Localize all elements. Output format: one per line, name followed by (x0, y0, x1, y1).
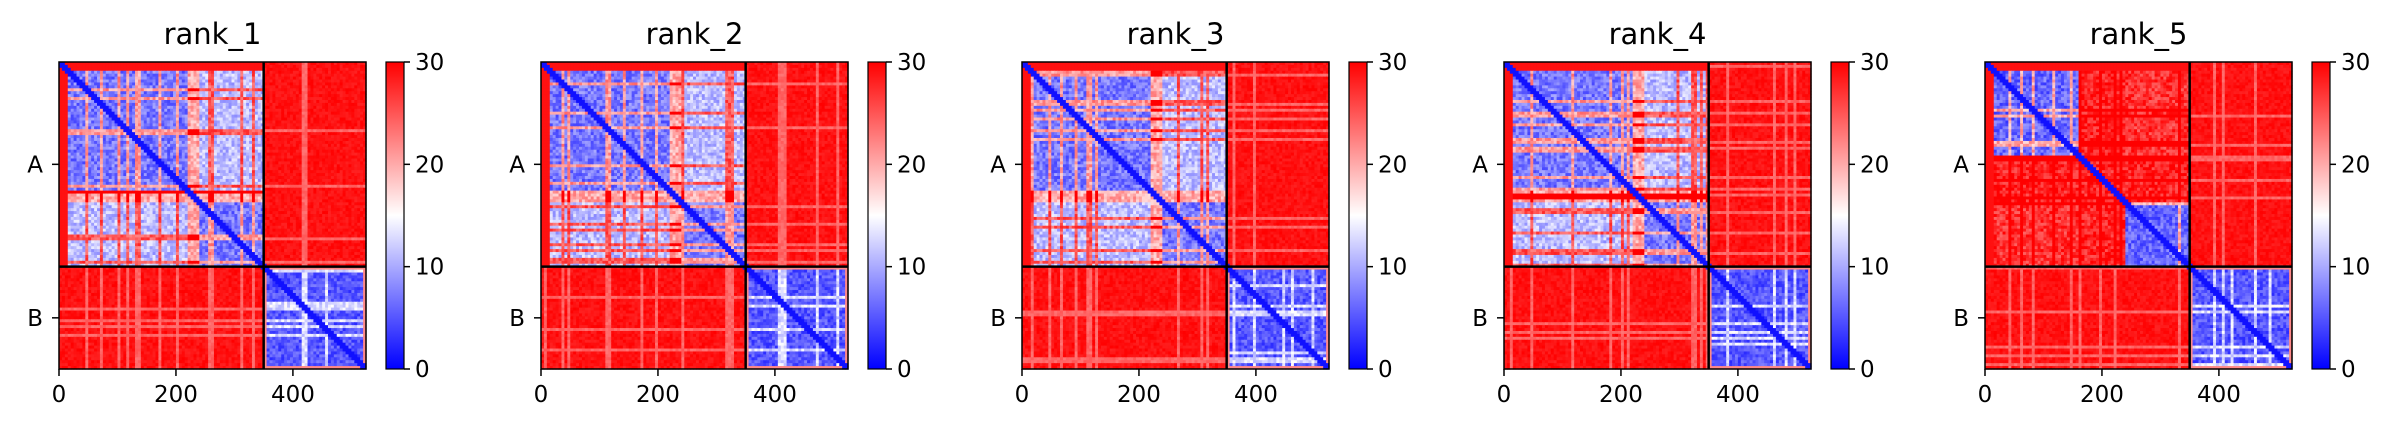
panel-title: rank_1 (164, 17, 262, 51)
heatmap-cells (59, 62, 367, 370)
